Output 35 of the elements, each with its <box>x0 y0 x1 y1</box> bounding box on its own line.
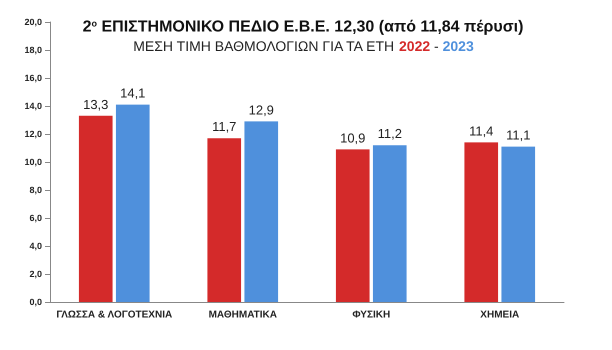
data-label: 11,2 <box>378 126 402 142</box>
x-tick-label: ΦΥΣΙΚΗ <box>352 310 390 320</box>
bar <box>372 145 407 302</box>
data-label: 10,9 <box>340 130 366 146</box>
data-label: 13,3 <box>83 96 108 112</box>
x-tick-label: ΧΗΜΕΙΑ <box>480 310 520 320</box>
y-tick-label: 20,0 <box>24 17 42 27</box>
y-tick-label: 12,0 <box>24 129 42 139</box>
x-tick-label: ΜΑΘΗΜΑΤΙΚΑ <box>208 310 277 320</box>
y-tick-label: 10,0 <box>24 157 42 167</box>
bar <box>244 121 278 302</box>
y-tick-label: 14,0 <box>24 101 42 111</box>
y-tick-label: 4,0 <box>29 241 42 251</box>
text: 2023 <box>442 38 474 54</box>
y-tick-label: 16,0 <box>24 73 42 83</box>
bar <box>464 142 498 302</box>
data-label: 11,7 <box>212 119 236 134</box>
bar <box>336 149 370 302</box>
data-label: 14,1 <box>120 86 146 101</box>
data-label: 12,9 <box>248 102 274 118</box>
x-tick-label: ΓΛΩΣΣΑ & ΛΟΓΟΤΕΧΝΙΑ <box>56 310 172 320</box>
y-tick-label: 8,0 <box>29 185 42 195</box>
y-tick-label: 0,0 <box>29 297 42 307</box>
bar <box>501 146 536 302</box>
data-label: 11,1 <box>506 128 530 143</box>
bar <box>207 138 242 302</box>
annotation: - <box>430 38 443 54</box>
y-tick-label: 2,0 <box>29 269 42 279</box>
text: ΜΕΣΗ ΤΙΜΗ ΒΑΘΜΟΛΟΓΙΩΝ ΓΙΑ ΤΑ ΕΤΗ <box>133 38 398 54</box>
bar <box>116 104 150 302</box>
y-tick-label: 6,0 <box>29 213 42 223</box>
y-tick-label: 18,0 <box>24 45 42 55</box>
text: 2022 <box>399 38 430 54</box>
data-label: 11,4 <box>469 123 494 138</box>
bar <box>78 116 113 302</box>
